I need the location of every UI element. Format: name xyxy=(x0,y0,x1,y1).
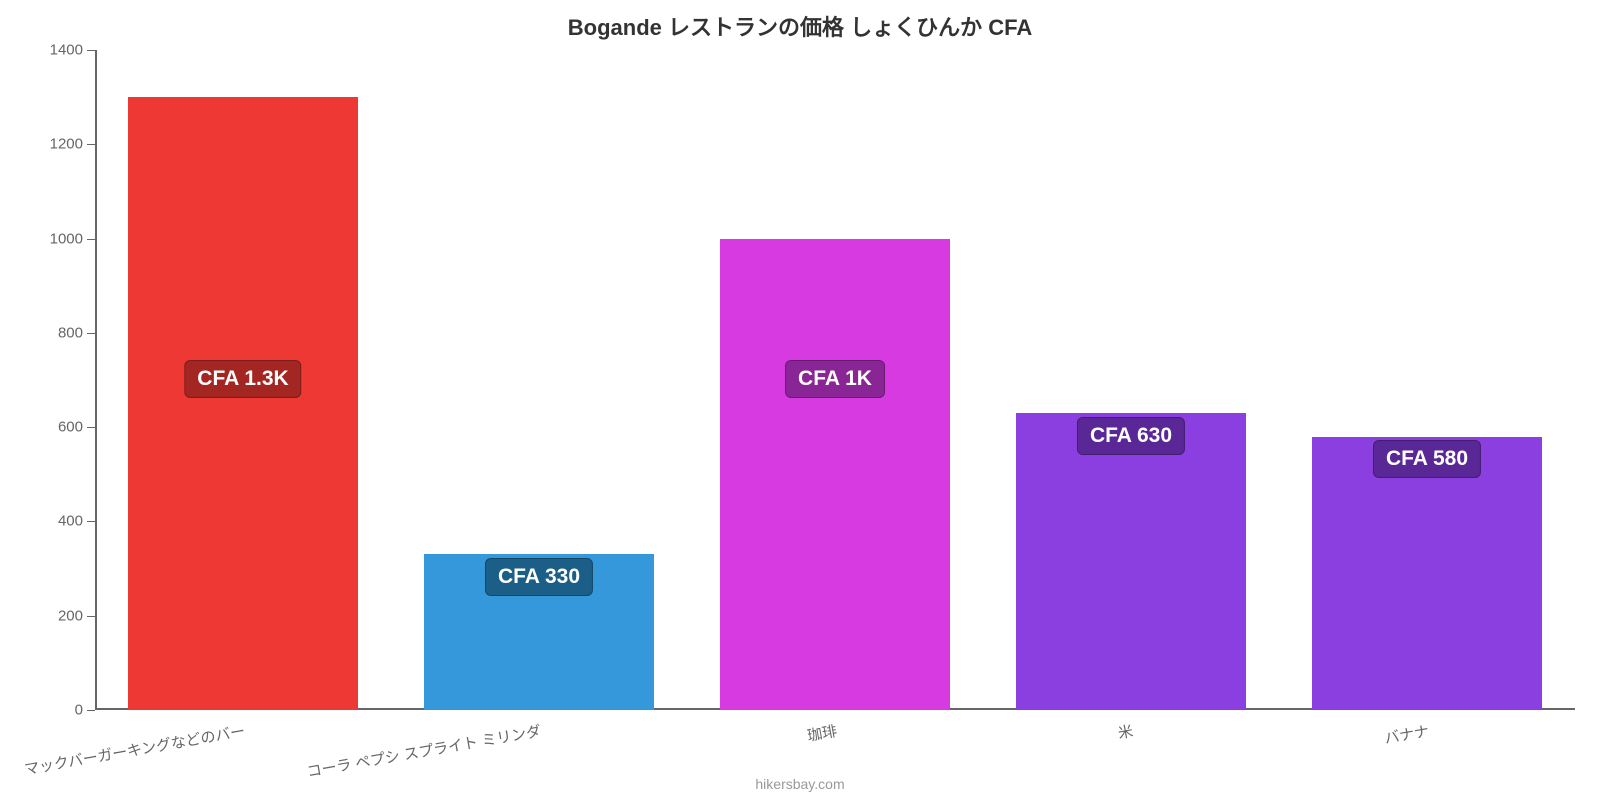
y-tick xyxy=(87,333,95,334)
y-tick xyxy=(87,239,95,240)
y-tick-label: 0 xyxy=(75,702,83,719)
y-axis-line xyxy=(95,50,97,710)
y-tick-label: 400 xyxy=(58,513,83,530)
bar-value-badge: CFA 1.3K xyxy=(184,360,301,398)
y-tick-label: 1000 xyxy=(50,230,83,247)
y-tick xyxy=(87,616,95,617)
chart-container: Bogande レストランの価格 しょくひんか CFA 020040060080… xyxy=(0,0,1600,800)
bar-value-badge: CFA 630 xyxy=(1077,417,1185,455)
bar: CFA 330 xyxy=(424,554,655,710)
y-tick-label: 1400 xyxy=(50,42,83,59)
y-tick-label: 600 xyxy=(58,419,83,436)
y-tick-label: 200 xyxy=(58,607,83,624)
bar: CFA 580 xyxy=(1312,437,1543,710)
bar: CFA 630 xyxy=(1016,413,1247,710)
y-tick xyxy=(87,50,95,51)
x-tick-label: コーラ ペプシ スプライト ミリンダ xyxy=(305,720,543,782)
y-tick xyxy=(87,710,95,711)
x-tick-label: マックバーガーキングなどのバー xyxy=(23,720,247,780)
bar: CFA 1.3K xyxy=(128,97,359,710)
x-tick-label: 米 xyxy=(1116,720,1134,743)
y-tick xyxy=(87,521,95,522)
y-tick xyxy=(87,144,95,145)
y-tick-label: 1200 xyxy=(50,136,83,153)
chart-title: Bogande レストランの価格 しょくひんか CFA xyxy=(0,10,1600,42)
x-tick-label: 珈琲 xyxy=(805,720,838,746)
bar-value-badge: CFA 580 xyxy=(1373,440,1481,478)
bar-value-badge: CFA 1K xyxy=(785,360,885,398)
plot-area: 0200400600800100012001400CFA 1.3Kマックバーガー… xyxy=(95,50,1575,710)
attribution: hikersbay.com xyxy=(0,776,1600,792)
bar-value-badge: CFA 330 xyxy=(485,558,593,596)
bar: CFA 1K xyxy=(720,239,951,710)
x-tick-label: バナナ xyxy=(1383,720,1431,748)
y-tick-label: 800 xyxy=(58,324,83,341)
y-tick xyxy=(87,427,95,428)
